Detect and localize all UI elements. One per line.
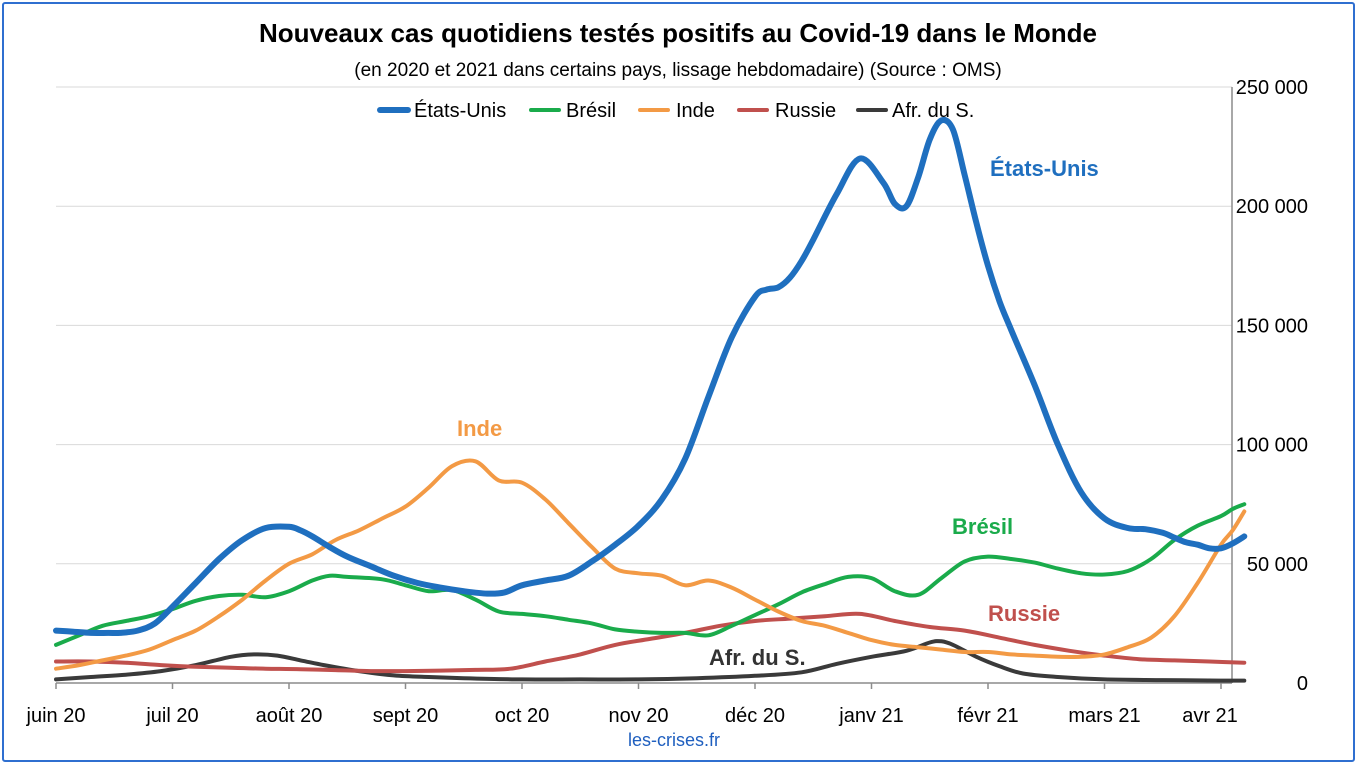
legend-label: Russie	[775, 100, 836, 122]
series-lines	[53, 116, 1248, 683]
series-line	[54, 458, 1247, 671]
chart-title: Nouveaux cas quotidiens testés positifs …	[259, 18, 1097, 48]
axes	[56, 87, 1233, 684]
x-tick-label: avr 21	[1182, 705, 1238, 727]
y-tick-label: 150 000	[1236, 315, 1308, 337]
x-tick-label: déc 20	[725, 705, 785, 727]
series-line	[54, 611, 1247, 674]
series-annotation: Inde	[457, 416, 502, 441]
y-tick-label: 200 000	[1236, 196, 1308, 218]
series-line	[54, 639, 1247, 683]
source-label: les-crises.fr	[628, 730, 720, 750]
series-annotation: États-Unis	[990, 156, 1099, 181]
series-annotation: Afr. du S.	[709, 645, 806, 670]
y-tick-label: 0	[1297, 673, 1308, 695]
legend-label: Inde	[676, 100, 715, 122]
y-tick-label: 250 000	[1236, 77, 1308, 99]
x-tick-label: juin 20	[26, 705, 86, 727]
legend-label: Afr. du S.	[892, 100, 974, 122]
chart-subtitle: (en 2020 et 2021 dans certains pays, lis…	[354, 60, 1001, 81]
x-tick-label: oct 20	[495, 705, 549, 727]
x-tick-label: nov 20	[608, 705, 668, 727]
x-tick-label: sept 20	[373, 705, 439, 727]
x-axis-ticks: juin 20 juil 20 août 20 sept 20 oct 20 nov 20…	[26, 683, 1238, 727]
legend-label: Brésil	[566, 100, 616, 122]
x-tick-label: mars 21	[1068, 705, 1140, 727]
x-tick-label: janv 21	[838, 705, 904, 727]
x-tick-label: févr 21	[957, 705, 1018, 727]
series-line	[53, 116, 1248, 637]
x-tick-label: juil 20	[145, 705, 198, 727]
x-tick-label: août 20	[256, 705, 323, 727]
y-tick-label: 100 000	[1236, 435, 1308, 457]
series-line	[54, 502, 1247, 647]
legend: États-Unis Brésil Inde Russie Afr. du S.	[377, 99, 974, 122]
y-axis-ticks: 0 50 000 100 000 150 000 200 000 250 000	[1236, 77, 1308, 695]
y-tick-label: 50 000	[1247, 554, 1308, 576]
series-annotations: États-Unis Brésil Inde Russie Afr. du S.	[457, 156, 1099, 670]
series-annotation: Russie	[988, 601, 1060, 626]
legend-label: États-Unis	[414, 99, 506, 122]
series-annotation: Brésil	[952, 514, 1013, 539]
